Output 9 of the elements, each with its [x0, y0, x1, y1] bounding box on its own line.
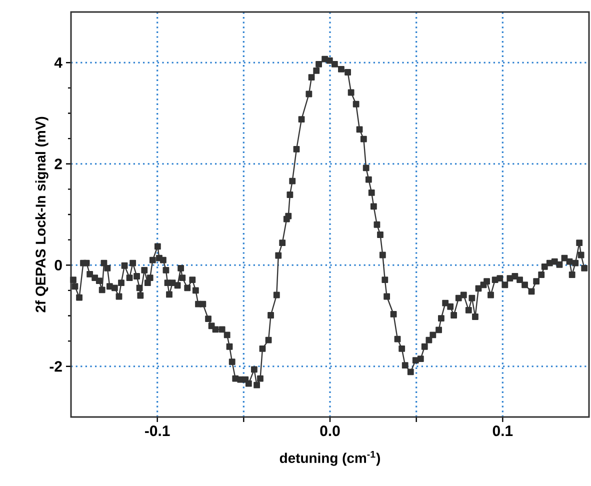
x-tick-label: 0.1	[492, 426, 513, 436]
x-axis-title: detuning (cm$^{-1}$)	[280, 450, 380, 466]
x-tick-label: -0.1	[145, 426, 170, 436]
x-tick-label: 0.0	[320, 426, 340, 436]
y-axis-title: 2f QEPAS Lock-In signal (mV)	[35, 116, 48, 312]
y-tick-label: -2	[50, 361, 62, 372]
y-tick-label: 4	[54, 57, 62, 68]
y-tick-label: 0	[54, 260, 62, 270]
y-tick-label: 2	[54, 158, 62, 170]
